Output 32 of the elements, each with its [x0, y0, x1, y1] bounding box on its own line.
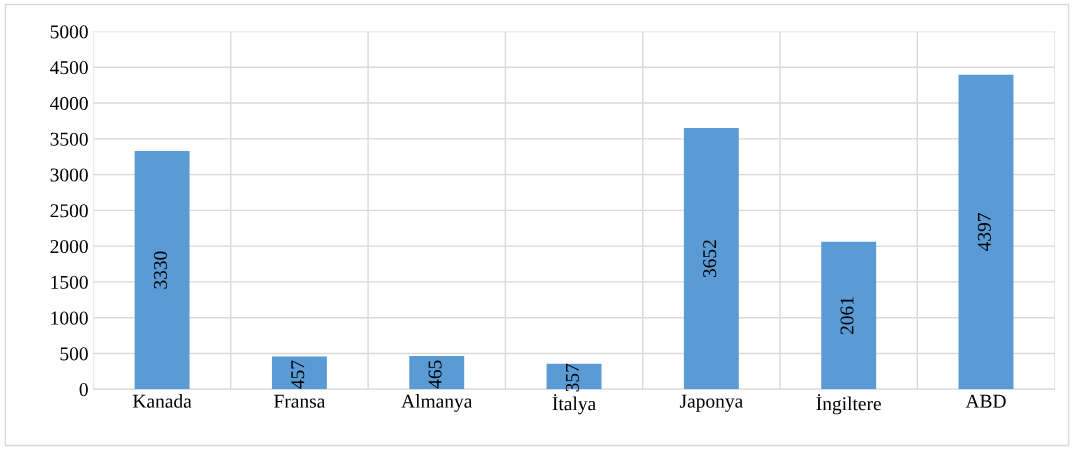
bar [134, 150, 190, 390]
y-tick-label: 4500 [50, 61, 88, 75]
x-tick-label: Almanya [401, 394, 473, 412]
x-tick-label: ABD [965, 394, 1006, 408]
y-tick-label: 3000 [50, 168, 88, 182]
bar [271, 356, 327, 390]
data-label: 4397 [977, 213, 991, 252]
y-tick-label: 500 [60, 347, 88, 361]
data-label: 357 [565, 363, 579, 392]
y-tick-label: 0 [79, 383, 88, 397]
y-tick-label: 1500 [51, 275, 88, 289]
bar [409, 355, 465, 390]
data-label: 3330 [153, 251, 167, 289]
data-label: 3652 [703, 240, 717, 278]
y-tick-label: 5000 [50, 25, 88, 39]
x-tick-label: Kanada [132, 394, 192, 408]
x-tick-label: Japonya [679, 394, 743, 412]
y-tick-label: 2500 [50, 204, 88, 218]
data-label: 465 [428, 360, 442, 389]
data-label: 2061 [840, 297, 854, 335]
bar [958, 74, 1014, 390]
data-label: 457 [291, 360, 305, 389]
y-tick-label: 2000 [50, 239, 88, 254]
y-tick-label: 3500 [50, 132, 88, 146]
y-tick-label: 1000 [51, 311, 88, 325]
bar [546, 363, 602, 390]
x-tick-label: İtalya [552, 394, 596, 415]
bar [821, 241, 877, 390]
x-tick-label: İngiltere [816, 394, 881, 415]
x-tick-label: Fransa [274, 394, 326, 408]
bar [683, 127, 739, 390]
y-tick-label: 4000 [50, 96, 88, 110]
